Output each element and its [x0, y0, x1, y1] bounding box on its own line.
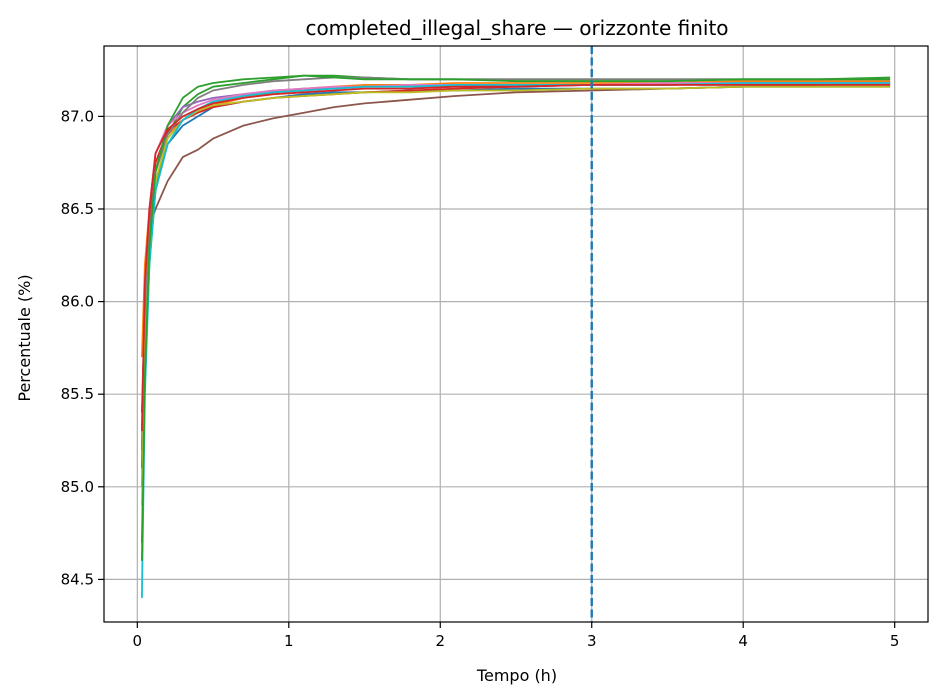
series-layer	[141, 74, 891, 598]
y-tick-label: 85.5	[61, 385, 94, 403]
x-tick-label: 5	[890, 632, 900, 650]
y-tick-label: 87.0	[61, 107, 94, 125]
plot-frame	[103, 45, 929, 623]
x-tick-label: 1	[284, 632, 294, 650]
x-axis-label: Tempo (h)	[476, 666, 557, 685]
y-tick-label: 86.0	[61, 293, 94, 311]
x-tick-label: 4	[738, 632, 748, 650]
x-tick-label: 3	[587, 632, 597, 650]
y-tick-label: 84.5	[61, 570, 94, 588]
tick-layer: 0 1 2 3 4 5 84.5 85.0 85.5 86.0 86.5 87.0	[61, 107, 900, 650]
y-tick-label: 85.0	[61, 478, 94, 496]
x-tick-label: 2	[435, 632, 445, 650]
y-axis-label: Percentuale (%)	[15, 274, 34, 401]
series-line-9	[141, 85, 891, 506]
series-line-11	[141, 74, 891, 561]
y-tick-label: 86.5	[61, 200, 94, 218]
series-line-12	[141, 84, 891, 432]
x-tick-label: 0	[133, 632, 143, 650]
grid-layer	[104, 46, 928, 622]
chart-title: completed_illegal_share — orizzonte fini…	[305, 16, 728, 40]
